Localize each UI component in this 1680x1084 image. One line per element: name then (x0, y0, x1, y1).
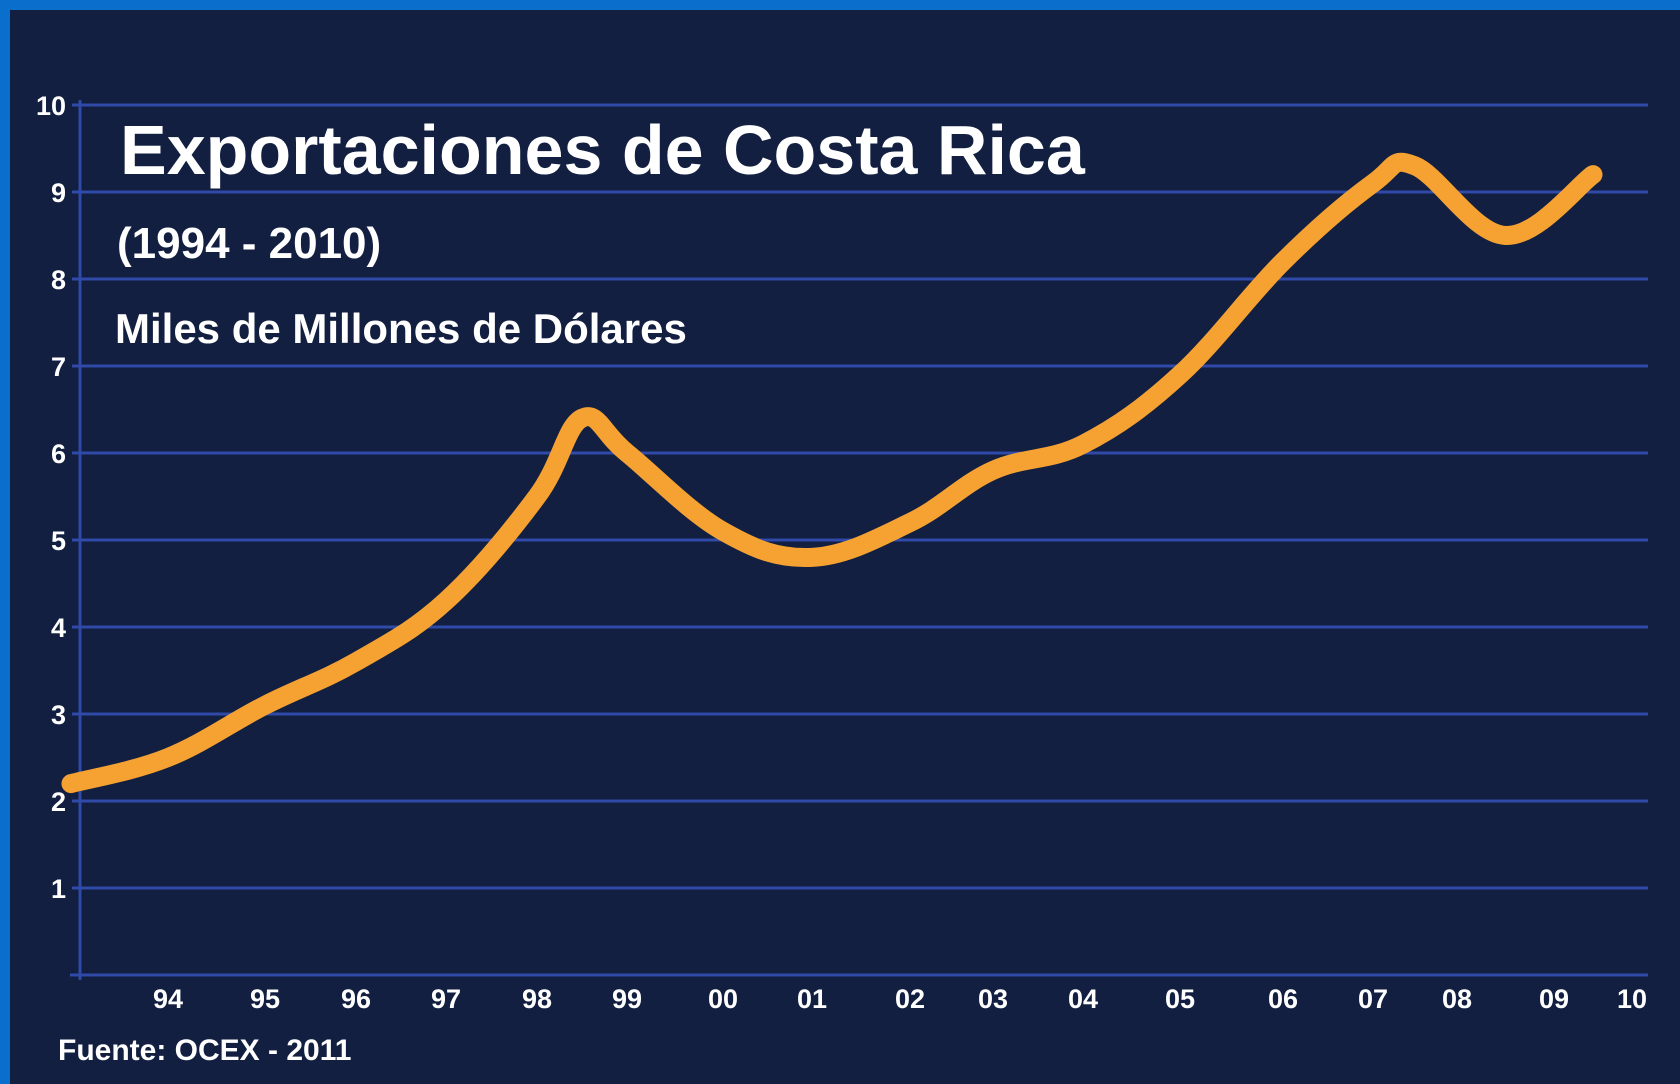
x-tick-label: 02 (895, 984, 925, 1014)
x-tick-label: 00 (708, 984, 738, 1014)
y-tick-label: 4 (51, 613, 66, 643)
x-tick-label: 96 (341, 984, 371, 1014)
source-label: Fuente: OCEX - 2011 (58, 1034, 351, 1067)
x-tick-label: 99 (612, 984, 642, 1014)
x-tick-labels: 94 95 96 97 98 99 00 01 02 03 04 05 06 07 08 09 10 (153, 984, 1647, 1014)
x-tick-label: 06 (1268, 984, 1298, 1014)
chart-subtitle: (1994 - 2010) (117, 219, 381, 268)
series-layer (61, 152, 1603, 794)
title-block: Exportaciones de Costa Rica (1994 - 2010… (115, 111, 1086, 352)
x-tick-label: 10 (1617, 984, 1647, 1014)
x-tick-label: 09 (1539, 984, 1569, 1014)
y-axis-label: Miles de Millones de Dólares (115, 305, 687, 352)
y-tick-label: 7 (51, 352, 66, 382)
y-tick-labels: 1 2 3 4 5 6 7 8 9 10 (36, 91, 66, 904)
y-tick-label: 9 (51, 178, 66, 208)
x-tick-label: 04 (1068, 984, 1098, 1014)
chart-title: Exportaciones de Costa Rica (120, 111, 1086, 189)
grid-lines (72, 103, 1648, 890)
x-tick-label: 07 (1358, 984, 1388, 1014)
x-tick-label: 03 (978, 984, 1008, 1014)
x-tick-label: 97 (431, 984, 461, 1014)
y-tick-label: 5 (51, 526, 66, 556)
axes (70, 100, 1648, 980)
x-tick-label: 95 (250, 984, 280, 1014)
y-tick-label: 8 (51, 265, 66, 295)
x-tick-label: 94 (153, 984, 183, 1014)
x-tick-label: 05 (1165, 984, 1195, 1014)
x-tick-label: 08 (1442, 984, 1472, 1014)
y-tick-label: 2 (51, 787, 66, 817)
x-tick-label: 98 (522, 984, 552, 1014)
y-tick-label: 3 (51, 700, 66, 730)
y-tick-label: 1 (51, 874, 66, 904)
y-tick-label: 10 (36, 91, 66, 121)
y-tick-label: 6 (51, 439, 66, 469)
x-tick-label: 01 (797, 984, 827, 1014)
